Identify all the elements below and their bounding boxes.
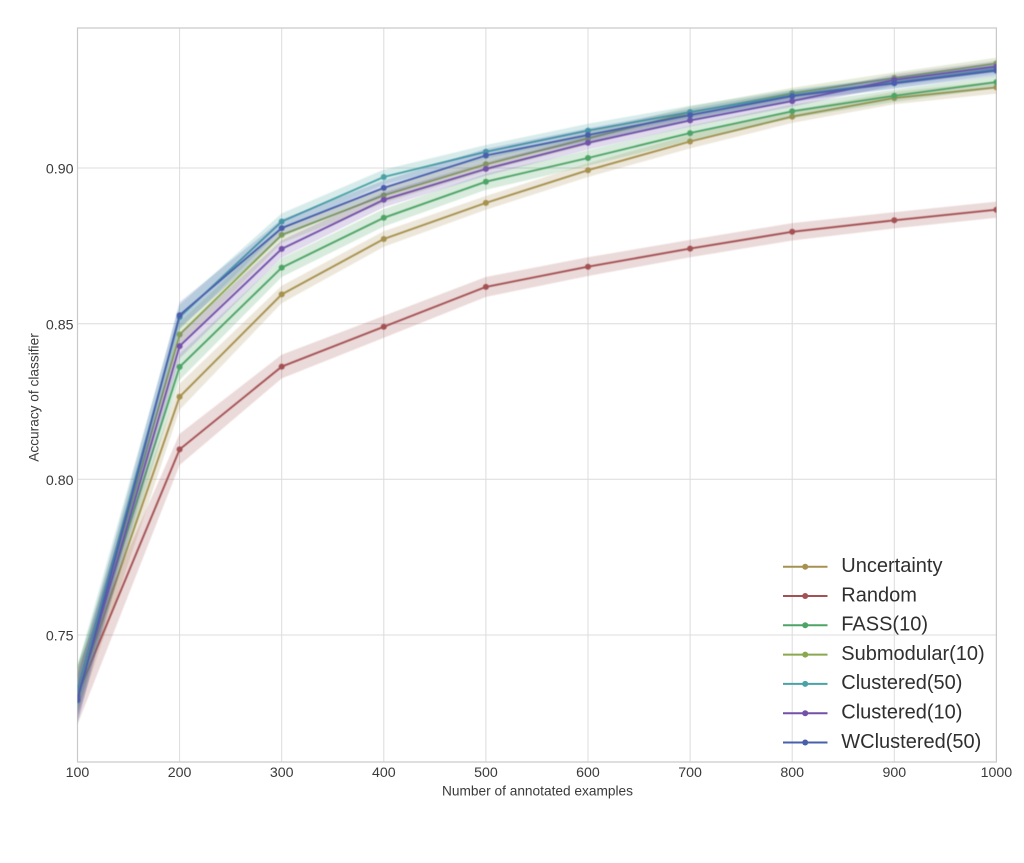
svg-text:600: 600	[576, 765, 600, 781]
svg-text:Submodular(10): Submodular(10)	[841, 643, 984, 665]
svg-text:Random: Random	[841, 584, 917, 606]
svg-text:200: 200	[168, 765, 192, 781]
svg-text:100: 100	[66, 765, 90, 781]
svg-text:300: 300	[270, 765, 294, 781]
svg-text:Number of annotated examples: Number of annotated examples	[442, 783, 633, 798]
svg-text:WClustered(50): WClustered(50)	[841, 731, 981, 753]
svg-text:500: 500	[474, 765, 498, 781]
svg-text:700: 700	[678, 765, 702, 781]
svg-text:FASS(10): FASS(10)	[841, 614, 928, 636]
svg-text:Accuracy of classifier: Accuracy of classifier	[26, 333, 41, 462]
svg-text:0.85: 0.85	[46, 317, 74, 333]
svg-text:Clustered(10): Clustered(10)	[841, 702, 962, 724]
svg-text:Uncertainty: Uncertainty	[841, 555, 942, 577]
svg-text:0.90: 0.90	[46, 162, 74, 178]
svg-text:400: 400	[372, 765, 396, 781]
svg-text:Clustered(50): Clustered(50)	[841, 672, 962, 694]
svg-text:0.75: 0.75	[46, 629, 74, 645]
svg-text:1000: 1000	[981, 765, 1013, 781]
svg-text:0.80: 0.80	[46, 473, 74, 489]
svg-text:900: 900	[882, 765, 906, 781]
svg-text:800: 800	[780, 765, 804, 781]
